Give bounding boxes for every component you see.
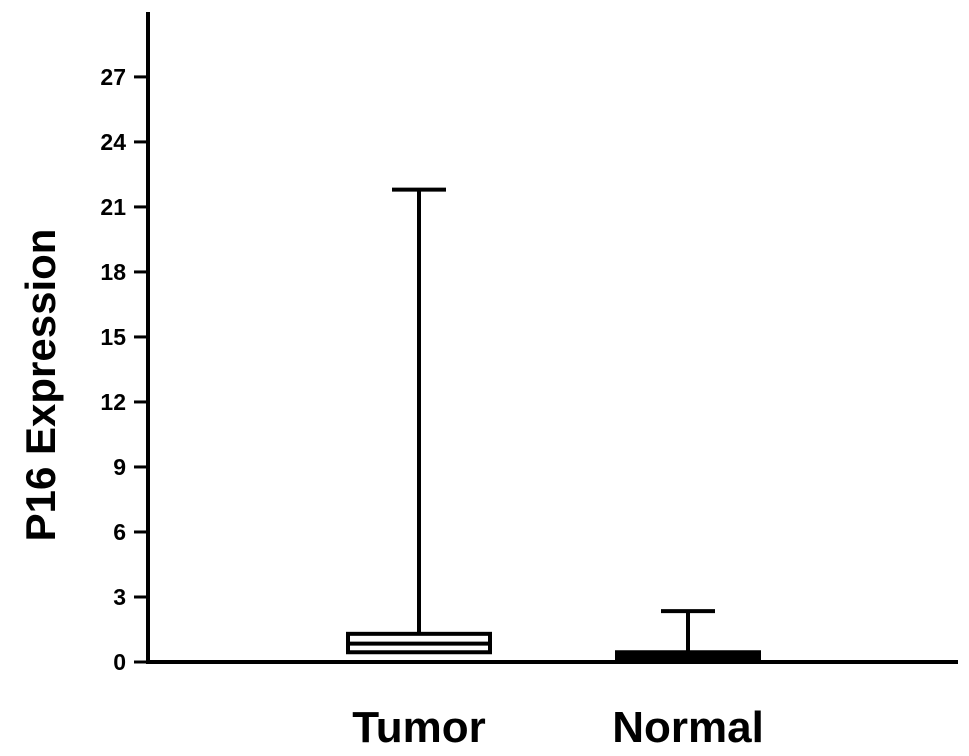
y-tick-label: 18 — [100, 259, 126, 285]
category-labels: Tumor Normal — [352, 703, 764, 752]
y-tick-label: 0 — [113, 649, 126, 675]
box-tumor — [346, 187, 492, 655]
y-tick-label: 12 — [100, 389, 126, 415]
y-axis: 0 3 6 9 12 15 18 21 24 27 — [100, 12, 150, 675]
category-label-normal: Normal — [612, 703, 764, 752]
y-tick-label: 21 — [100, 194, 126, 220]
y-tick-label: 27 — [100, 64, 126, 90]
y-tick-label: 9 — [113, 454, 126, 480]
y-tick-label: 24 — [100, 129, 126, 155]
y-axis-title: P16 Expression — [17, 229, 64, 542]
y-tick-label: 15 — [100, 324, 126, 350]
category-label-tumor: Tumor — [352, 703, 486, 752]
y-tick-label: 6 — [113, 519, 126, 545]
boxes — [346, 187, 761, 661]
y-tick-label: 3 — [113, 584, 126, 610]
box-normal — [615, 609, 761, 661]
